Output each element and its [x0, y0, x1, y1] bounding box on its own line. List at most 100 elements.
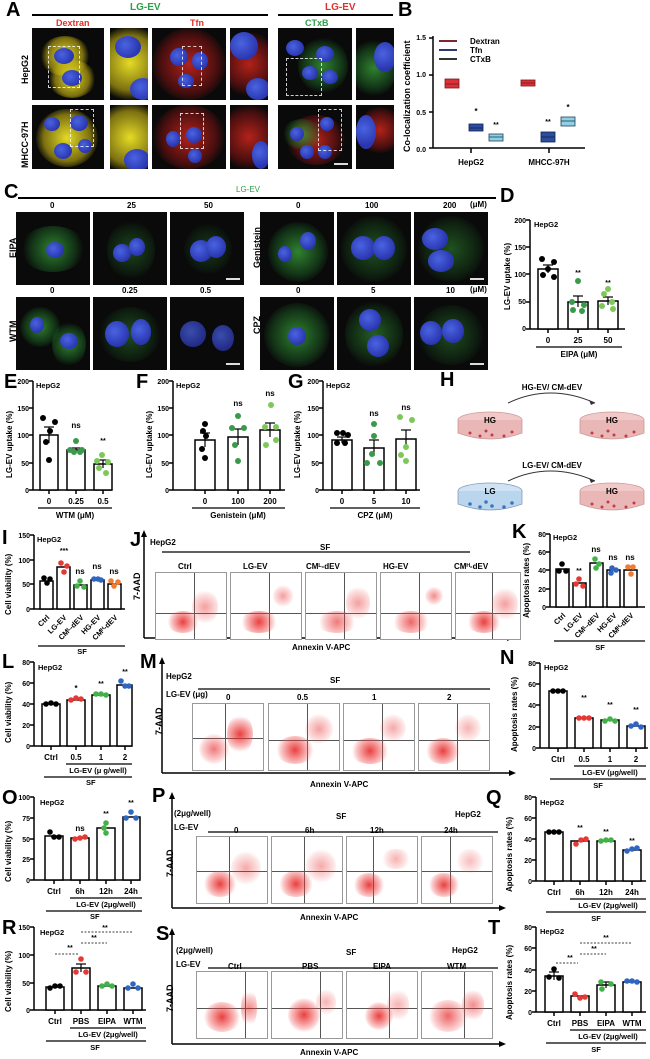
- svg-text:60: 60: [524, 946, 532, 953]
- svg-text:0.5: 0.5: [70, 753, 82, 762]
- svg-text:WTM: WTM: [123, 1017, 142, 1026]
- svg-text:**: **: [98, 681, 104, 688]
- panel-label-o: O: [2, 787, 18, 809]
- flow-plot-s-eipa: [346, 971, 418, 1039]
- svg-text:0: 0: [315, 488, 319, 495]
- panel-c-header: LG-EV: [236, 185, 261, 194]
- panel-m-col-05: 0.5: [297, 693, 309, 702]
- panel-s-ylabel: 7-AAD: [165, 984, 175, 1012]
- dose-genistein-200: 200: [443, 201, 457, 210]
- panel-p-col-24h: 24h: [444, 826, 458, 835]
- panel-label-t: T: [488, 917, 501, 939]
- dose-eipa-25: 25: [127, 201, 136, 210]
- svg-text:LG-EV (μg/well): LG-EV (μg/well): [582, 768, 638, 777]
- panel-j-col-ctrl: Ctrl: [178, 562, 192, 571]
- dose-eipa-50: 50: [204, 201, 213, 210]
- svg-text:50: 50: [22, 582, 30, 589]
- svg-text:0: 0: [528, 1010, 532, 1017]
- svg-text:150: 150: [18, 925, 30, 932]
- panel-s-col-wtm: WTM: [447, 962, 467, 971]
- svg-text:**: **: [577, 825, 583, 832]
- svg-text:Apoptosis rates (%): Apoptosis rates (%): [505, 817, 514, 892]
- dose-wtm-0: 0: [50, 286, 55, 295]
- svg-text:80: 80: [524, 925, 532, 932]
- micrograph-genistein-200: [414, 212, 488, 285]
- svg-text:LG-EV uptake (%): LG-EV uptake (%): [503, 243, 512, 310]
- svg-text:20: 20: [528, 725, 536, 732]
- svg-text:Ctrl: Ctrl: [547, 1019, 561, 1028]
- svg-text:SF: SF: [77, 647, 87, 655]
- svg-text:Apoptosis rates (%): Apoptosis rates (%): [505, 945, 514, 1020]
- svg-text:20: 20: [538, 587, 546, 594]
- chart-i-viability: Cell viability (%) 150 100 50 0 HepG2 *** n…: [4, 533, 125, 655]
- svg-text:80: 80: [524, 795, 532, 802]
- svg-text:0: 0: [340, 497, 345, 506]
- svg-text:*: *: [474, 107, 478, 116]
- svg-text:**: **: [91, 935, 97, 942]
- svg-text:150: 150: [514, 245, 526, 252]
- svg-text:Ctrl: Ctrl: [547, 888, 561, 897]
- svg-text:150: 150: [18, 533, 30, 540]
- svg-text:ns: ns: [75, 567, 85, 576]
- svg-text:0: 0: [522, 326, 526, 333]
- panel-j-condition: SF: [320, 543, 331, 552]
- svg-text:2: 2: [634, 755, 639, 764]
- flow-plot-j-cml-dev: [305, 572, 377, 640]
- panel-s-xlabel: Annexin V-APC: [300, 1048, 359, 1057]
- schematic-h-ev-transfer: HG-EV/ CM-dEV HG HG LG-EV/ CM-dEV LG HG: [457, 383, 645, 511]
- panel-label-s: S: [156, 923, 170, 945]
- svg-text:HG: HG: [606, 416, 618, 425]
- svg-text:40: 40: [524, 837, 532, 844]
- stain-label-ctxb: CTxB: [305, 18, 329, 28]
- svg-text:SF: SF: [591, 1045, 601, 1054]
- svg-text:0.5: 0.5: [97, 497, 109, 506]
- panel-label-c: C: [4, 181, 19, 203]
- svg-text:150: 150: [17, 406, 29, 413]
- svg-text:0: 0: [26, 878, 30, 885]
- flow-plot-m-0: [192, 703, 264, 771]
- flow-axes-m: [159, 657, 516, 776]
- svg-text:HepG2: HepG2: [553, 533, 577, 542]
- svg-text:HepG2: HepG2: [37, 535, 61, 544]
- panel-b-ylabel: Co-localization coefficient: [402, 40, 412, 152]
- svg-text:LG-EV uptake (%): LG-EV uptake (%): [5, 411, 14, 478]
- svg-text:LG-EV/ CM-dEV: LG-EV/ CM-dEV: [522, 461, 582, 470]
- svg-text:0.5: 0.5: [578, 755, 590, 764]
- legend-ctxb: CTxB: [470, 55, 491, 64]
- panel-label-n: N: [500, 647, 515, 669]
- micrograph-tfn-hepg2: [152, 28, 226, 100]
- panel-m-xlabel: Annexin V-APC: [310, 780, 369, 789]
- panel-s-row-label: LG-EV: [176, 960, 201, 969]
- micrograph-eipa-50: [170, 212, 244, 285]
- panel-j-xlabel: Annexin V-APC: [292, 643, 351, 652]
- panel-p-cell: HepG2: [455, 810, 481, 819]
- flow-plot-m-1: [343, 703, 415, 771]
- svg-text:0: 0: [546, 336, 551, 345]
- svg-text:60: 60: [538, 550, 546, 557]
- svg-text:HepG2: HepG2: [40, 928, 64, 937]
- svg-text:200: 200: [157, 379, 169, 386]
- panel-s-cell: HepG2: [452, 946, 478, 955]
- micrograph-eipa-0: [16, 212, 90, 285]
- micrograph-wtm-05: [170, 297, 244, 370]
- panel-m-col-0: 0: [226, 693, 231, 702]
- svg-text:**: **: [629, 838, 635, 845]
- svg-text:SF: SF: [90, 1043, 100, 1052]
- panel-l-group-sf: SF: [86, 778, 96, 787]
- svg-text:2: 2: [123, 753, 128, 762]
- svg-text:80: 80: [528, 661, 536, 668]
- svg-text:HepG2: HepG2: [40, 798, 64, 807]
- svg-text:0: 0: [528, 879, 532, 886]
- panel-j-cell: HepG2: [150, 538, 176, 547]
- dose-wtm-05: 0.5: [200, 286, 212, 295]
- panel-p-col-6h: 6h: [305, 826, 315, 835]
- flow-plot-p-24h: [421, 836, 493, 904]
- svg-text:HepG2: HepG2: [534, 220, 558, 229]
- micrograph-genistein-0: [260, 212, 334, 285]
- micrograph-tfn-mhcc97h-zoom: [230, 105, 268, 169]
- svg-text:WTM (μM): WTM (μM): [56, 511, 95, 520]
- svg-text:PBS: PBS: [572, 1019, 589, 1028]
- svg-text:LG-EV (2μg/well): LG-EV (2μg/well): [578, 901, 638, 910]
- svg-text:60: 60: [528, 682, 536, 689]
- svg-text:WTM: WTM: [622, 1019, 641, 1028]
